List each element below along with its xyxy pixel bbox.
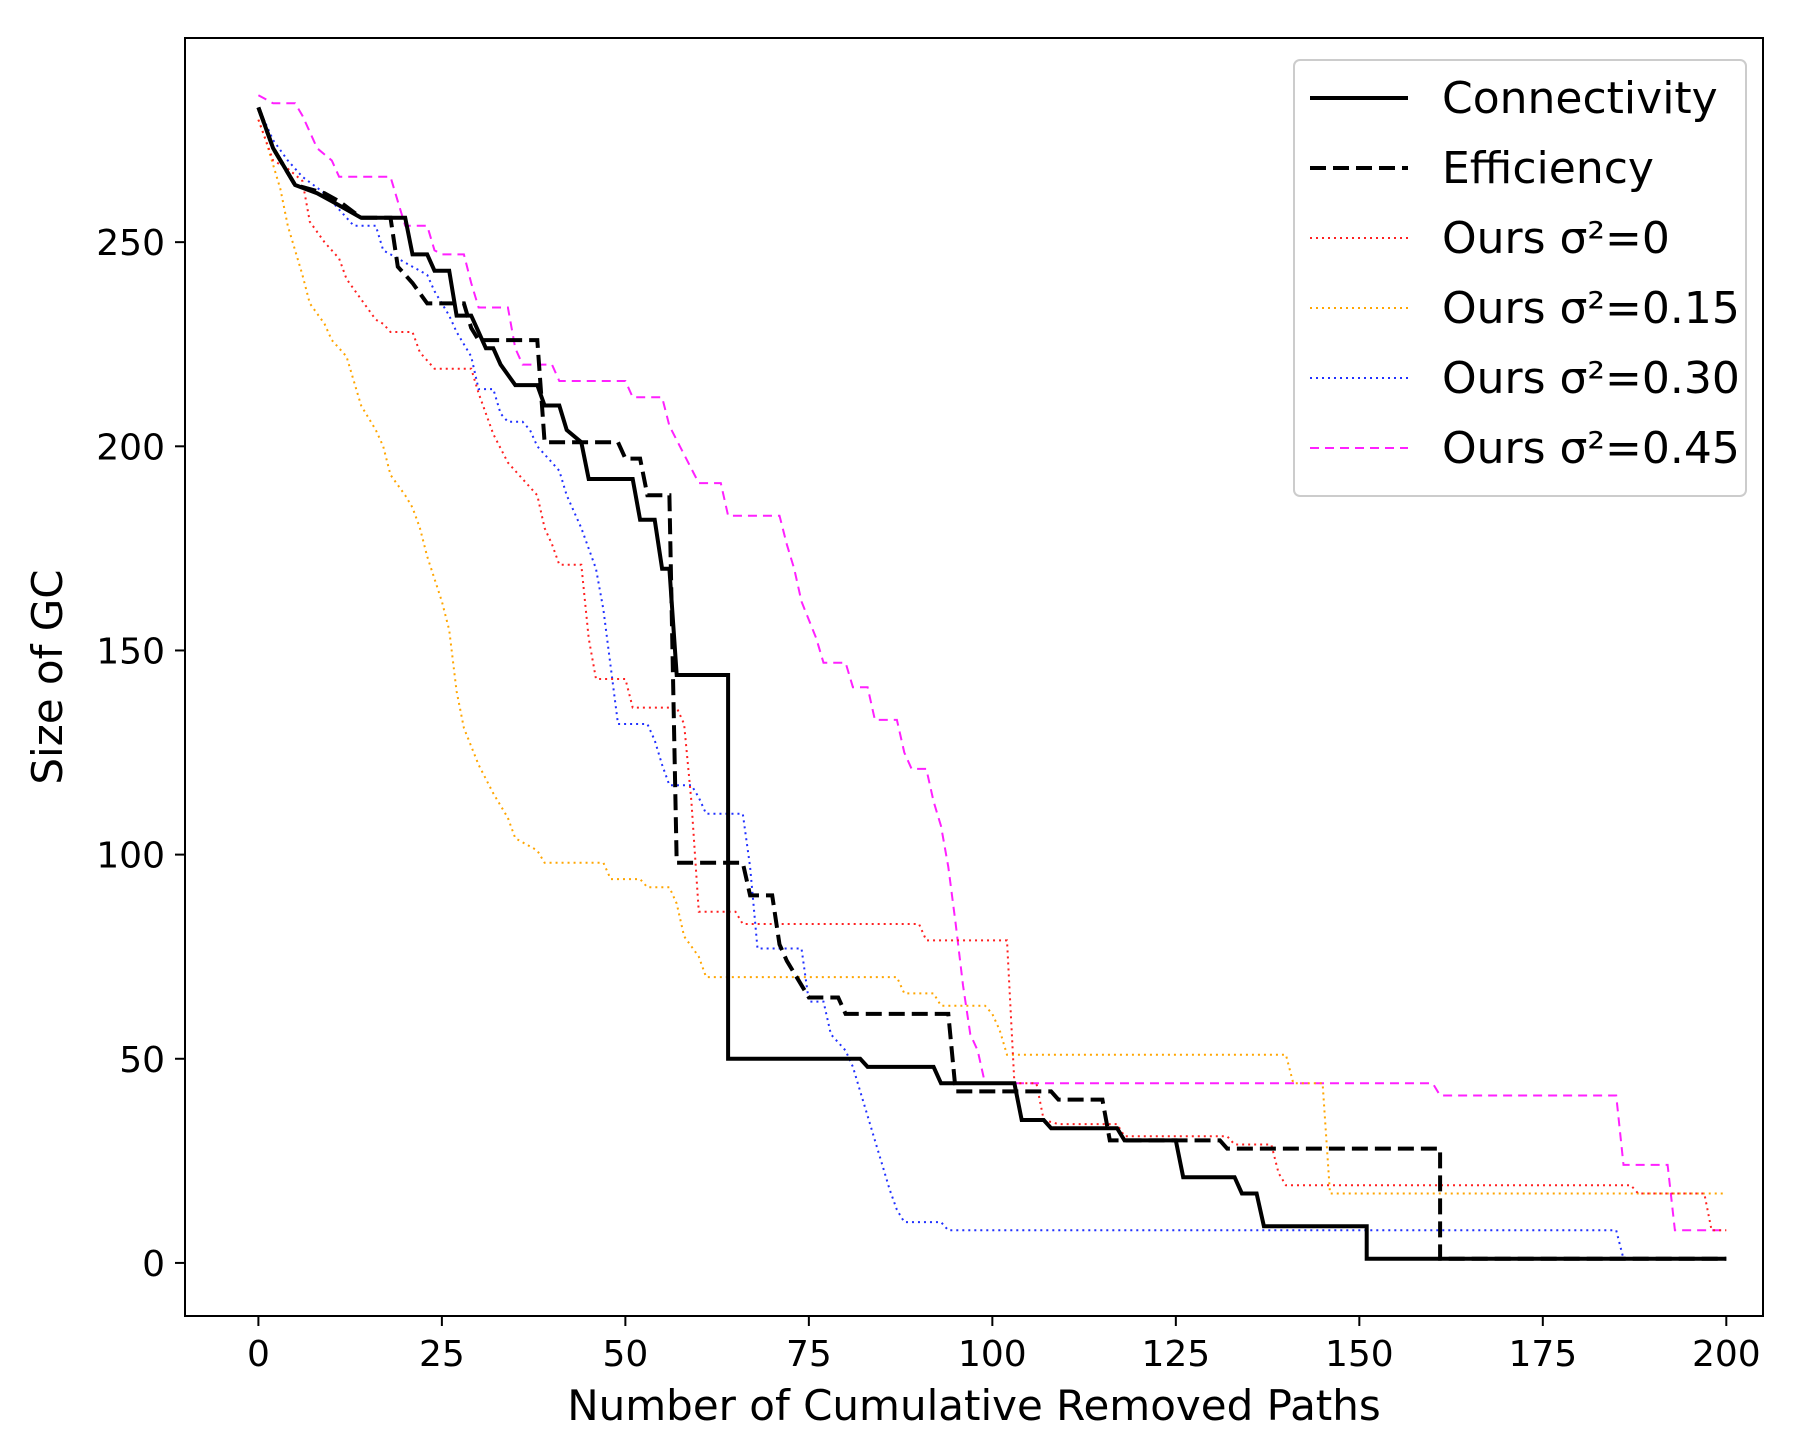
x-tick-label: 150 [1325, 1334, 1394, 1375]
legend-label: Ours σ²=0.45 [1442, 423, 1740, 474]
y-tick-label: 0 [142, 1244, 165, 1285]
series-connectivity-line [256, 106, 1727, 1261]
legend-label: Ours σ²=0 [1442, 213, 1670, 264]
x-axis: 0 25 50 75 100 125 150 175 200 [247, 1316, 1761, 1375]
plot-frame [184, 37, 1764, 1317]
series-ours-0-30-line [257, 106, 1727, 1260]
legend: Connectivity Efficiency Ours σ²=0 Ours σ²=0… [1293, 59, 1747, 497]
legend-label: Ours σ²=0.15 [1442, 283, 1740, 334]
legend-label: Connectivity [1442, 73, 1718, 124]
y-axis: 0 50 100 150 200 250 [96, 223, 185, 1285]
y-tick-label: 150 [96, 631, 165, 672]
x-tick-label: 200 [1692, 1334, 1761, 1375]
y-tick-label: 50 [119, 1040, 165, 1081]
x-tick-label: 175 [1508, 1334, 1577, 1375]
series-layer [256, 94, 1727, 1261]
x-tick-label: 125 [1141, 1334, 1210, 1375]
x-tick-label: 100 [958, 1334, 1027, 1375]
y-tick-label: 250 [96, 223, 165, 264]
legend-label: Ours σ²=0.30 [1442, 353, 1740, 404]
y-tick-label: 200 [96, 427, 165, 468]
x-axis-title: Number of Cumulative Removed Paths [567, 1381, 1381, 1430]
y-tick-label: 100 [96, 836, 165, 877]
x-tick-label: 25 [419, 1334, 465, 1375]
legend-label: Efficiency [1442, 143, 1654, 194]
x-tick-label: 0 [247, 1334, 270, 1375]
series-efficiency-line [256, 106, 1727, 1261]
series-ours-0-45-line [257, 94, 1727, 1232]
y-axis-title: Size of GC [23, 569, 72, 784]
x-tick-label: 50 [602, 1334, 648, 1375]
x-tick-label: 75 [786, 1334, 832, 1375]
